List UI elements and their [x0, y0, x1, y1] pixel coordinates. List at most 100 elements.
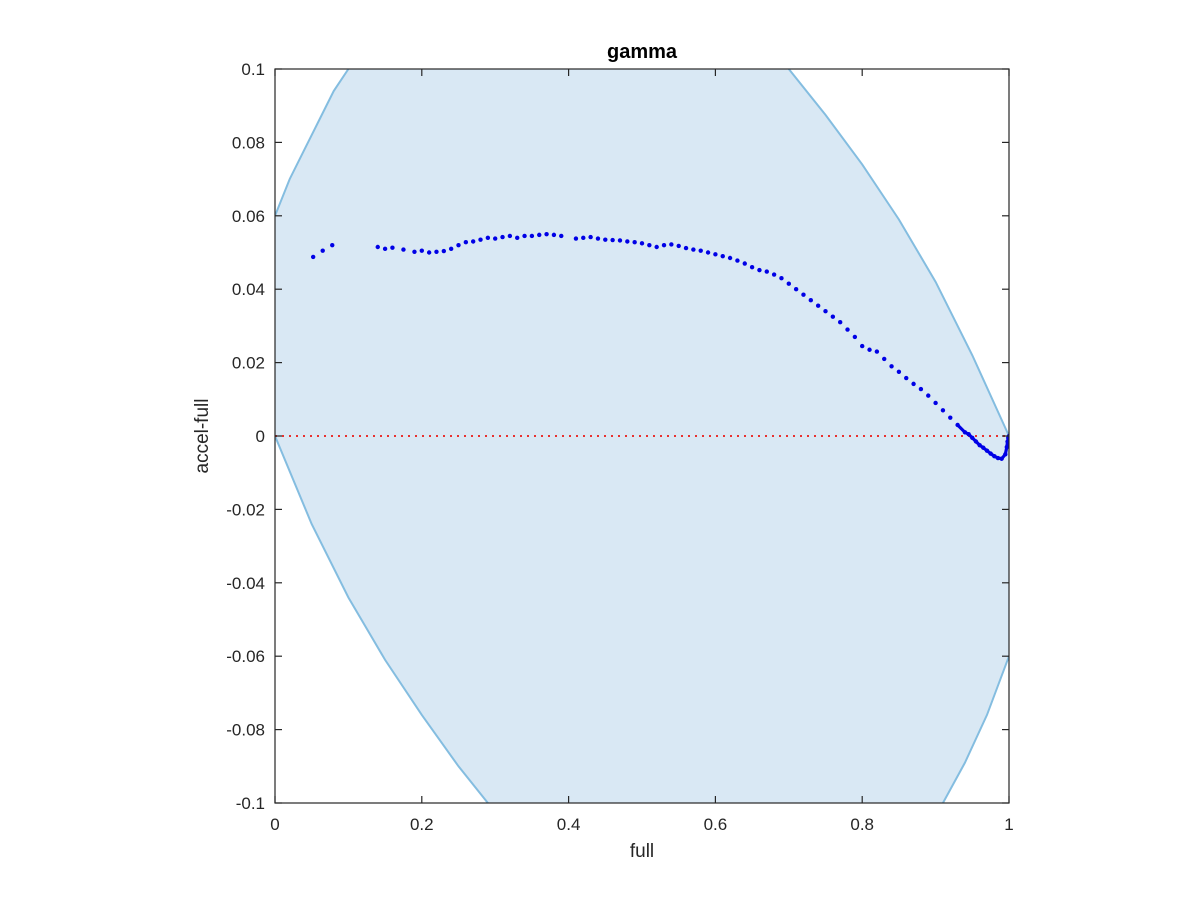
data-point	[470, 239, 476, 244]
feasible-region	[275, 69, 1009, 803]
y-tick-label: 0.06	[232, 207, 265, 226]
data-point	[786, 281, 791, 286]
data-point	[749, 264, 755, 270]
data-point	[867, 347, 872, 352]
data-point	[911, 381, 916, 387]
data-points	[310, 231, 1009, 461]
data-point	[320, 248, 325, 253]
data-point	[948, 415, 953, 420]
data-point	[808, 298, 814, 303]
data-point	[588, 234, 593, 240]
y-tick-label: 0.02	[232, 354, 265, 373]
x-tick-label: 1	[1004, 815, 1013, 834]
region-edge-upper-left	[275, 69, 350, 217]
data-point	[603, 237, 608, 242]
data-point	[419, 248, 424, 253]
data-point	[310, 254, 316, 260]
data-point	[485, 235, 491, 241]
data-point	[874, 349, 880, 354]
data-point	[823, 309, 828, 314]
data-point	[698, 248, 703, 253]
data-point	[918, 386, 924, 392]
y-tick-label: 0.08	[232, 133, 265, 152]
data-point	[441, 248, 447, 254]
y-tick-label: -0.08	[226, 721, 265, 740]
tick-marks	[274, 68, 1010, 804]
data-point	[382, 246, 388, 252]
data-point	[478, 237, 483, 242]
data-point	[507, 233, 513, 239]
region-fill	[275, 69, 1009, 803]
x-tick-label: 0.2	[410, 815, 434, 834]
data-point	[713, 252, 718, 257]
data-point	[375, 244, 380, 250]
data-point	[676, 243, 681, 249]
data-point	[926, 393, 931, 398]
y-axis-label: accel-full	[192, 399, 213, 474]
y-tick-label: -0.04	[226, 574, 265, 593]
data-point	[896, 369, 902, 374]
data-point	[493, 236, 498, 241]
data-point	[401, 247, 406, 252]
data-point	[683, 245, 689, 251]
data-point	[632, 240, 637, 245]
data-point	[860, 343, 865, 349]
data-point	[522, 233, 527, 239]
data-point	[412, 249, 417, 254]
data-point	[559, 233, 564, 239]
data-point	[771, 272, 777, 277]
data-point	[815, 303, 821, 308]
dense-point-trail	[956, 423, 1009, 461]
region-edge-lower-right	[941, 655, 1009, 803]
data-point	[837, 320, 843, 325]
x-tick-label: 0.6	[704, 815, 728, 834]
data-point	[448, 246, 454, 252]
data-point	[852, 334, 858, 340]
data-point	[705, 250, 711, 255]
data-point	[904, 375, 909, 381]
data-point	[595, 236, 601, 241]
data-point	[500, 234, 505, 240]
data-point	[581, 235, 586, 241]
x-tick-label: 0.4	[557, 815, 581, 834]
x-tick-label: 0.8	[850, 815, 874, 834]
data-point	[889, 364, 894, 369]
data-point	[390, 245, 395, 250]
data-point	[801, 292, 806, 297]
data-point	[647, 242, 652, 248]
region-edge-lower-left	[275, 435, 490, 803]
data-point	[544, 231, 549, 237]
data-point	[845, 327, 850, 332]
data-point	[779, 275, 784, 281]
data-point	[742, 261, 747, 266]
data-point	[940, 408, 946, 413]
data-point	[537, 232, 542, 238]
y-tick-labels: -0.1 -0.08 -0.06 -0.04 -0.02 0 0.02 0.04 0.06 0.0…	[226, 60, 265, 813]
data-point	[617, 238, 623, 243]
data-point	[735, 258, 740, 263]
y-tick-label: 0.1	[241, 60, 265, 79]
data-point	[625, 239, 630, 244]
data-point	[434, 249, 439, 254]
data-point	[669, 242, 674, 247]
y-tick-label: 0.04	[232, 280, 265, 299]
data-point	[654, 244, 659, 250]
chart-title: gamma	[607, 41, 678, 63]
data-point	[757, 267, 762, 273]
x-tick-labels: 0 0.2 0.4 0.6 0.8 1	[270, 815, 1013, 834]
data-point	[463, 240, 469, 245]
data-point	[426, 250, 432, 255]
data-point	[830, 314, 836, 319]
data-point	[515, 235, 520, 241]
data-point	[661, 242, 667, 248]
data-point	[720, 253, 725, 259]
data-point	[882, 356, 887, 362]
data-point	[529, 233, 535, 239]
data-point	[933, 400, 938, 406]
data-point	[639, 241, 645, 246]
x-tick-label: 0	[270, 815, 279, 834]
data-point	[573, 236, 579, 241]
y-tick-label: -0.1	[236, 794, 265, 813]
data-point	[764, 269, 769, 274]
